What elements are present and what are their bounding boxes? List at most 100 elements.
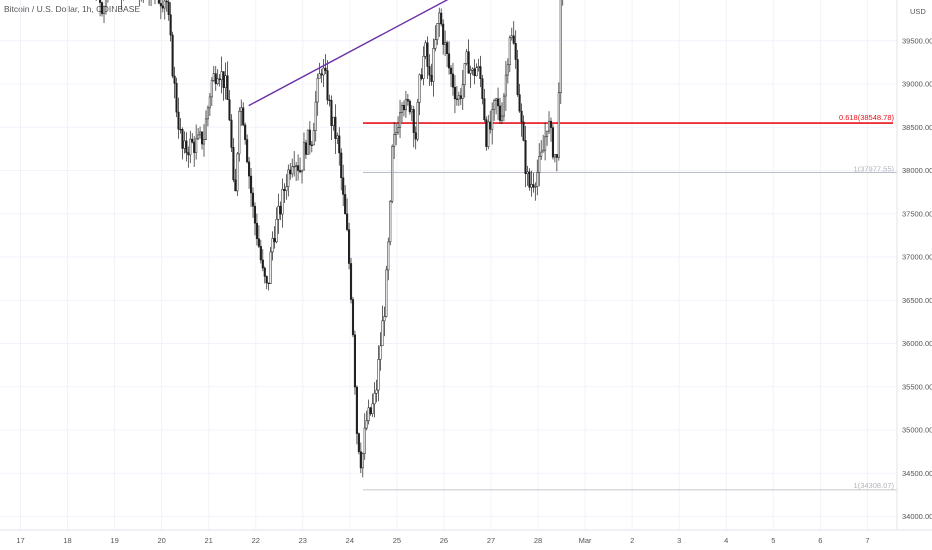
candle-body: [308, 129, 311, 146]
candle-body: [524, 140, 527, 174]
candle-body: [285, 186, 288, 191]
candle-body: [338, 135, 341, 154]
candle-body: [222, 71, 225, 88]
candle-body: [299, 170, 302, 173]
candle-body: [310, 144, 313, 146]
candle-body: [251, 192, 255, 207]
candle-body: [265, 276, 268, 284]
candle-body: [193, 141, 196, 153]
time-tick-label: 26: [440, 536, 448, 545]
candle-body: [547, 120, 551, 132]
candle-body: [475, 67, 478, 77]
candle-body: [236, 153, 239, 192]
time-axis[interactable]: 17 18 19 20 21 22 23 24 25 26 27 28 Mar 2 3 4 5 6 7: [0, 529, 932, 545]
candle-body: [487, 121, 490, 147]
candle-body: [471, 68, 474, 71]
candle-body: [551, 127, 554, 158]
candle-body: [528, 171, 531, 188]
candle-body: [434, 39, 437, 49]
price-tick-label: 35000.00: [902, 426, 932, 435]
candle-body: [546, 130, 549, 138]
candle-body: [304, 142, 307, 155]
price-axis[interactable]: 34000.00 34500.00 35000.00 35500.00 36000.00…: [896, 0, 932, 530]
candle-body: [455, 98, 458, 100]
price-tick-label: 34000.00: [902, 512, 932, 521]
candle-body: [397, 127, 400, 133]
candle-body: [293, 166, 296, 168]
candle-body: [322, 67, 325, 76]
candle-body: [549, 120, 553, 128]
candle-body: [442, 23, 445, 45]
candle-body: [495, 98, 498, 101]
candle-body: [402, 105, 406, 111]
candle-body: [157, 0, 160, 4]
candle-body: [281, 188, 284, 215]
currency-label: USD: [910, 7, 926, 16]
candle-body: [457, 95, 460, 100]
candle-body: [101, 2, 104, 14]
candle-body: [246, 139, 249, 163]
candle-body: [367, 407, 370, 421]
fib-level-label: 1(34308.07): [854, 481, 895, 490]
candle-body: [418, 74, 421, 103]
candle-body: [316, 77, 319, 103]
candle-body: [275, 219, 278, 243]
candle-body: [365, 420, 368, 429]
time-tick-label: 7: [865, 536, 869, 545]
grid: [0, 0, 897, 530]
candle-body: [526, 171, 529, 174]
candle-body: [498, 105, 502, 121]
trendline: [248, 0, 449, 107]
fib-levels: 0(45409.43)0.382(41168.70)0.618(40816.53…: [363, 113, 897, 491]
candle-body: [444, 42, 447, 45]
candle-body: [302, 142, 306, 171]
time-tick-label: 3: [677, 536, 681, 545]
candle-body: [328, 99, 331, 102]
candle-body: [493, 100, 496, 111]
candle-body: [206, 107, 209, 120]
candle-body: [510, 35, 513, 38]
candle-body: [363, 427, 366, 454]
candle-body: [410, 109, 413, 113]
candle-body: [210, 80, 213, 98]
candle-body: [300, 169, 304, 173]
candle-body: [389, 201, 392, 243]
time-tick-label: 27: [487, 536, 495, 545]
candle-body: [204, 118, 208, 140]
candle-body: [271, 238, 274, 253]
candle-body: [99, 0, 102, 3]
candle-body: [202, 139, 206, 145]
candle-body: [191, 138, 194, 143]
candle-body: [199, 131, 202, 136]
candle-body: [244, 124, 247, 140]
candle-body: [451, 73, 455, 88]
candle-body: [412, 109, 415, 133]
price-tick-label: 40000.00: [902, 0, 932, 2]
time-tick-label: 22: [252, 536, 260, 545]
candle-body: [197, 134, 200, 140]
price-tick-label: 37000.00: [902, 253, 932, 262]
time-tick-label: 25: [393, 536, 401, 545]
candle-body: [336, 135, 339, 139]
price-tick-label: 36500.00: [902, 296, 932, 305]
price-tick-label: 35500.00: [902, 382, 932, 391]
candle-body: [295, 165, 298, 167]
candle-body: [306, 129, 309, 155]
candles: [95, 0, 564, 478]
candle-body: [479, 66, 482, 79]
time-tick-label: 6: [818, 536, 822, 545]
candle-body: [342, 177, 345, 195]
candle-body: [214, 73, 217, 84]
candle-body: [159, 3, 162, 7]
candle-body: [255, 222, 258, 239]
candle-body: [326, 70, 329, 101]
candle-body: [232, 147, 235, 181]
candle-body: [185, 140, 188, 153]
candle-body: [553, 154, 556, 158]
candle-body: [371, 403, 374, 415]
candle-body: [436, 23, 439, 40]
candle-body: [257, 238, 260, 247]
candle-body: [416, 102, 419, 140]
candle-body: [393, 134, 396, 147]
